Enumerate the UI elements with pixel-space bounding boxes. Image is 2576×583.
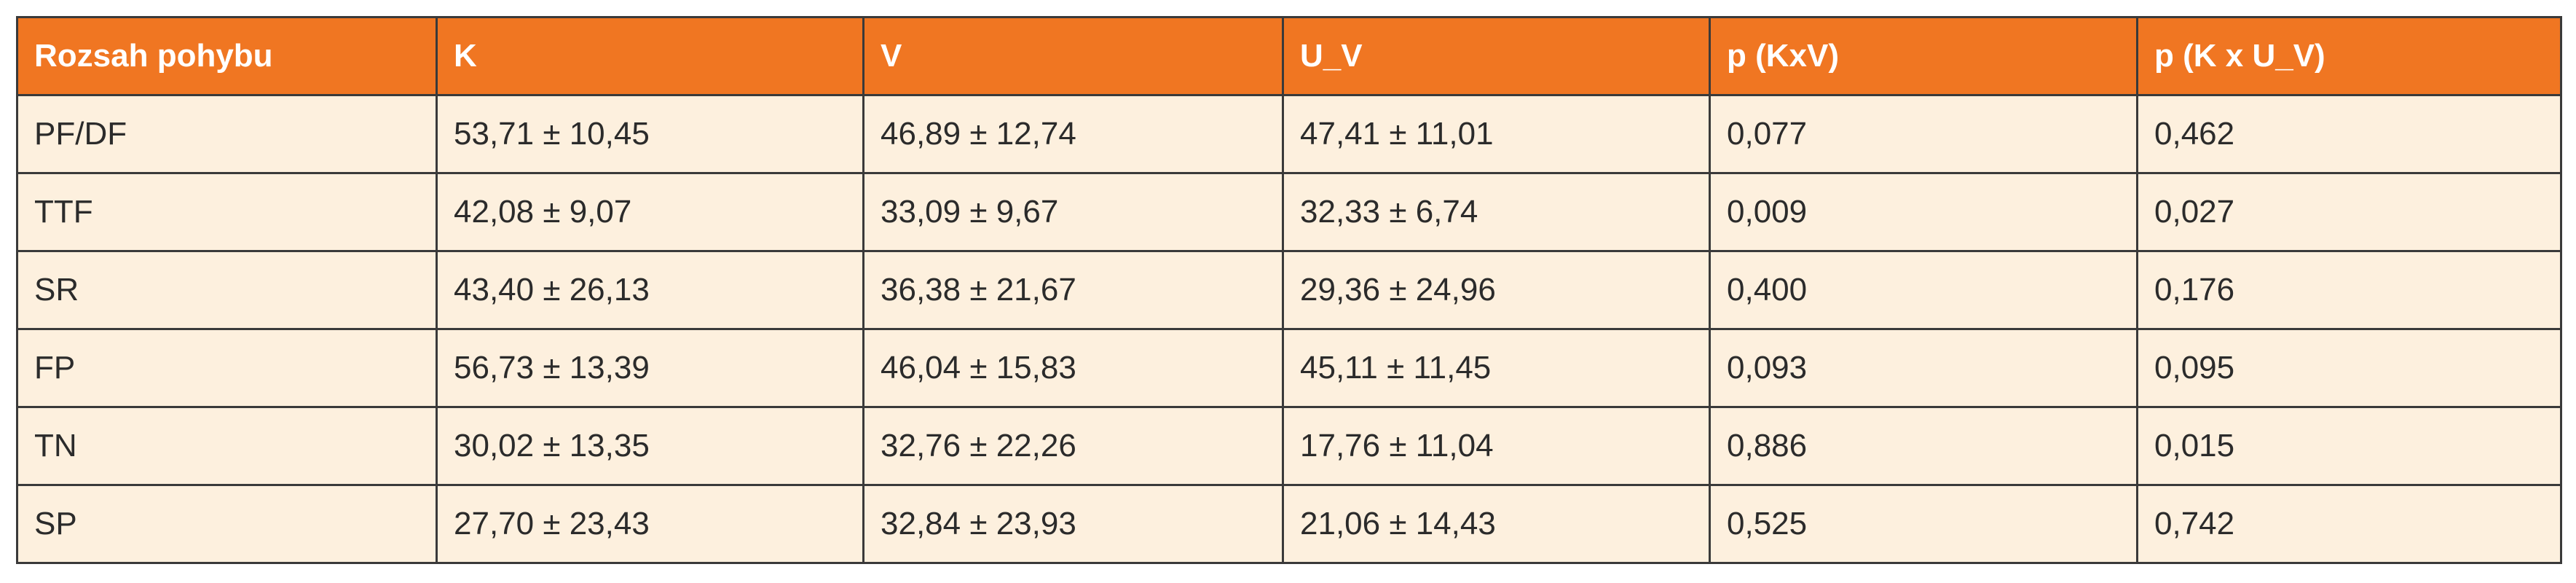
header-cell: p (KxV) <box>1709 16 2138 96</box>
header-cell: V <box>862 16 1284 96</box>
table-cell: 30,02 ± 13,35 <box>436 406 864 486</box>
table-cell: 46,04 ± 15,83 <box>862 328 1284 408</box>
table-cell: TN <box>16 406 438 486</box>
table-cell: 42,08 ± 9,07 <box>436 172 864 252</box>
header-cell: K <box>436 16 864 96</box>
table-cell: 0,525 <box>1709 484 2138 564</box>
table-cell: 0,009 <box>1709 172 2138 252</box>
table-cell: 53,71 ± 10,45 <box>436 94 864 174</box>
table-body: PF/DF 53,71 ± 10,45 46,89 ± 12,74 47,41 ± 1… <box>16 94 2562 564</box>
table-cell: 32,33 ± 6,74 <box>1282 172 1711 252</box>
table-cell: 0,176 <box>2136 250 2562 330</box>
table-cell: 43,40 ± 26,13 <box>436 250 864 330</box>
table-cell: 0,015 <box>2136 406 2562 486</box>
header-row: Rozsah pohybu K V U_V p (KxV) p (K x U_V) <box>16 16 2562 96</box>
table-cell: SR <box>16 250 438 330</box>
table-cell: FP <box>16 328 438 408</box>
table-row: TTF 42,08 ± 9,07 33,09 ± 9,67 32,33 ± 6,74 0… <box>16 172 2562 252</box>
table-cell: PF/DF <box>16 94 438 174</box>
table-cell: 56,73 ± 13,39 <box>436 328 864 408</box>
table-cell: 0,886 <box>1709 406 2138 486</box>
table-cell: 0,462 <box>2136 94 2562 174</box>
table-cell: 32,84 ± 23,93 <box>862 484 1284 564</box>
table-container: Rozsah pohybu K V U_V p (KxV) p (K x U_V) PF/… <box>16 16 2562 564</box>
table-cell: 27,70 ± 23,43 <box>436 484 864 564</box>
table-cell: 33,09 ± 9,67 <box>862 172 1284 252</box>
table-row: SR 43,40 ± 26,13 36,38 ± 21,67 29,36 ± 24,9… <box>16 250 2562 330</box>
table-cell: 0,400 <box>1709 250 2138 330</box>
table-cell: 29,36 ± 24,96 <box>1282 250 1711 330</box>
table-row: PF/DF 53,71 ± 10,45 46,89 ± 12,74 47,41 ± 1… <box>16 94 2562 174</box>
header-cell: U_V <box>1282 16 1711 96</box>
table-cell: 0,742 <box>2136 484 2562 564</box>
table-cell: 0,077 <box>1709 94 2138 174</box>
table-row: FP 56,73 ± 13,39 46,04 ± 15,83 45,11 ± 11,4… <box>16 328 2562 408</box>
table-cell: 45,11 ± 11,45 <box>1282 328 1711 408</box>
table-cell: 0,095 <box>2136 328 2562 408</box>
table-cell: 0,093 <box>1709 328 2138 408</box>
table-cell: 32,76 ± 22,26 <box>862 406 1284 486</box>
table-cell: 17,76 ± 11,04 <box>1282 406 1711 486</box>
table-cell: TTF <box>16 172 438 252</box>
table-row: TN 30,02 ± 13,35 32,76 ± 22,26 17,76 ± 11,0… <box>16 406 2562 486</box>
table-row: SP 27,70 ± 23,43 32,84 ± 23,93 21,06 ± 14,4… <box>16 484 2562 564</box>
data-table: Rozsah pohybu K V U_V p (KxV) p (K x U_V) PF/… <box>16 16 2562 564</box>
header-cell: p (K x U_V) <box>2136 16 2562 96</box>
table-cell: 0,027 <box>2136 172 2562 252</box>
table-cell: SP <box>16 484 438 564</box>
table-cell: 46,89 ± 12,74 <box>862 94 1284 174</box>
table-cell: 47,41 ± 11,01 <box>1282 94 1711 174</box>
table-cell: 36,38 ± 21,67 <box>862 250 1284 330</box>
table-cell: 21,06 ± 14,43 <box>1282 484 1711 564</box>
header-cell: Rozsah pohybu <box>16 16 438 96</box>
